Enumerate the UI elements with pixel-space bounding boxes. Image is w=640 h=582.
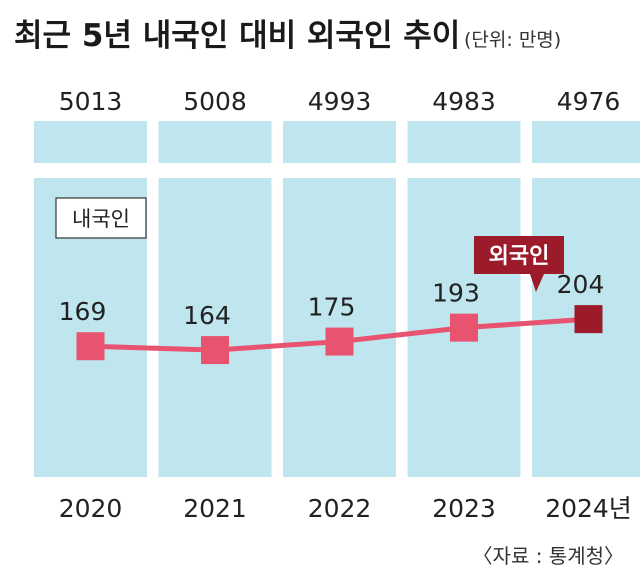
legend-native-box [55, 197, 147, 239]
native-bar-2021 [158, 178, 272, 477]
legend-native: 내국인 [72, 207, 130, 231]
native-value-2024년: 4976 [557, 87, 621, 116]
x-tick-2023: 2023 [432, 494, 496, 523]
native-value-2020: 5013 [59, 87, 123, 116]
chart-title: 최근 5년 내국인 대비 외국인 추이 [14, 18, 460, 54]
native-value-2023: 4983 [432, 87, 496, 116]
native-bar-2022 [283, 178, 396, 477]
x-axis-ticks: 2020 2021 2022 2023 2024년 [59, 494, 632, 523]
native-bar-top-2020 [34, 121, 147, 163]
native-value-2021: 5008 [183, 87, 247, 116]
foreign-value-2022: 175 [308, 293, 356, 322]
foreign-point-2020 [76, 332, 105, 361]
foreign-point-2023 [450, 313, 478, 342]
x-tick-2022: 2022 [308, 494, 372, 523]
x-tick-2024년: 2024년 [545, 494, 632, 523]
native-bar-top-2024년 [532, 121, 640, 163]
foreign-value-2021: 164 [183, 301, 231, 330]
legend-foreign-callout [474, 236, 564, 292]
x-tick-2021: 2021 [183, 494, 247, 523]
native-bar-top-2023 [407, 121, 521, 163]
native-bar-top-2021 [158, 121, 272, 163]
x-tick-2020: 2020 [59, 494, 123, 523]
foreign-point-2022 [325, 327, 354, 356]
native-bar-top-2022 [283, 121, 396, 163]
legend-foreign: 외국인 [474, 236, 564, 292]
foreign-value-2023: 193 [432, 279, 480, 308]
foreign-value-2020: 169 [59, 297, 107, 326]
foreign-point-2024년 [574, 305, 603, 334]
foreign-point-2021 [201, 336, 229, 365]
unit-label: (단위: 만명) [464, 29, 561, 51]
legend-foreign-label: 외국인 [489, 244, 550, 269]
foreign-series: 169 164 175 193 204 [59, 270, 605, 365]
source-note: 〈자료 : 통계청〉 [473, 544, 624, 568]
foreign-value-2024년: 204 [557, 270, 605, 299]
native-value-2022: 4993 [308, 87, 372, 116]
native-values: 5013 5008 4993 4983 4976 [59, 87, 621, 116]
